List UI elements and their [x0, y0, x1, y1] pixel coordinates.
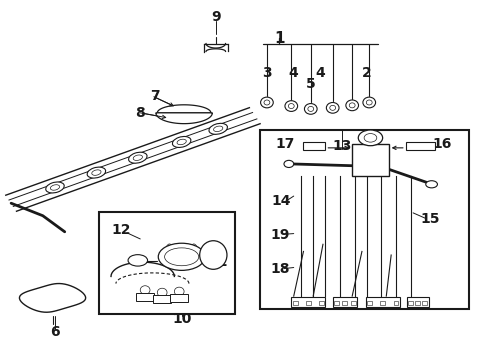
- Ellipse shape: [92, 170, 101, 175]
- Ellipse shape: [326, 103, 339, 113]
- Text: 2: 2: [362, 66, 372, 80]
- Ellipse shape: [330, 105, 336, 111]
- Bar: [393, 301, 398, 305]
- Ellipse shape: [363, 97, 375, 108]
- Bar: [303, 143, 325, 150]
- Text: 17: 17: [275, 137, 294, 151]
- Ellipse shape: [367, 100, 372, 105]
- Ellipse shape: [165, 248, 199, 266]
- Text: 16: 16: [433, 137, 452, 151]
- Ellipse shape: [133, 155, 143, 161]
- Text: 11: 11: [208, 255, 228, 269]
- Bar: [99, 212, 235, 314]
- Bar: [136, 293, 154, 301]
- Bar: [319, 301, 324, 305]
- Ellipse shape: [128, 152, 147, 163]
- Text: 4: 4: [316, 66, 325, 80]
- Bar: [407, 297, 429, 307]
- Bar: [408, 301, 413, 305]
- Bar: [380, 301, 385, 305]
- Ellipse shape: [140, 286, 150, 294]
- Ellipse shape: [364, 134, 377, 142]
- Text: 6: 6: [50, 325, 60, 339]
- Text: 3: 3: [262, 66, 272, 80]
- Bar: [351, 301, 356, 305]
- Ellipse shape: [261, 97, 273, 108]
- Bar: [343, 301, 347, 305]
- Text: 4: 4: [289, 66, 298, 80]
- Ellipse shape: [349, 103, 355, 108]
- Ellipse shape: [46, 182, 64, 193]
- Ellipse shape: [128, 255, 147, 266]
- Polygon shape: [20, 284, 86, 312]
- Ellipse shape: [285, 101, 297, 111]
- Bar: [352, 144, 389, 176]
- Bar: [416, 301, 420, 305]
- Ellipse shape: [264, 100, 270, 105]
- Bar: [293, 301, 297, 305]
- Bar: [406, 143, 435, 150]
- Text: 13: 13: [333, 139, 352, 153]
- Ellipse shape: [50, 185, 60, 190]
- Bar: [306, 301, 311, 305]
- Bar: [366, 297, 400, 307]
- Text: 1: 1: [274, 31, 284, 46]
- Text: 14: 14: [272, 194, 291, 208]
- Ellipse shape: [214, 126, 223, 131]
- Text: 5: 5: [306, 77, 316, 91]
- Bar: [153, 296, 171, 303]
- Ellipse shape: [288, 104, 294, 109]
- Ellipse shape: [158, 243, 205, 270]
- Text: 18: 18: [270, 262, 290, 276]
- Ellipse shape: [209, 123, 227, 134]
- Polygon shape: [156, 113, 212, 123]
- Text: 19: 19: [270, 228, 290, 242]
- Bar: [422, 301, 427, 305]
- Bar: [291, 297, 325, 307]
- Ellipse shape: [304, 104, 317, 114]
- Ellipse shape: [284, 160, 294, 167]
- Bar: [368, 301, 372, 305]
- Ellipse shape: [346, 100, 359, 111]
- Bar: [334, 301, 339, 305]
- Ellipse shape: [426, 181, 438, 188]
- Polygon shape: [157, 105, 211, 113]
- Text: 7: 7: [150, 89, 160, 103]
- Text: 8: 8: [135, 106, 145, 120]
- Ellipse shape: [172, 136, 191, 148]
- Ellipse shape: [358, 130, 383, 146]
- Bar: [333, 297, 357, 307]
- Ellipse shape: [200, 241, 227, 269]
- Ellipse shape: [157, 288, 167, 297]
- Bar: [171, 294, 188, 302]
- Text: 12: 12: [111, 223, 130, 237]
- Text: 15: 15: [420, 212, 440, 226]
- Ellipse shape: [87, 167, 106, 178]
- Text: 9: 9: [211, 10, 220, 24]
- Ellipse shape: [177, 139, 186, 145]
- Ellipse shape: [174, 287, 184, 296]
- Text: 10: 10: [172, 312, 192, 326]
- Ellipse shape: [308, 107, 314, 111]
- Bar: [260, 130, 469, 309]
